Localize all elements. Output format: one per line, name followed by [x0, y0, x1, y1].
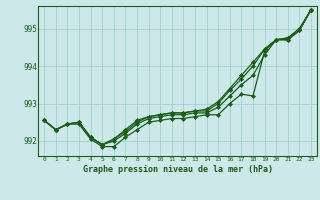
X-axis label: Graphe pression niveau de la mer (hPa): Graphe pression niveau de la mer (hPa): [83, 165, 273, 174]
